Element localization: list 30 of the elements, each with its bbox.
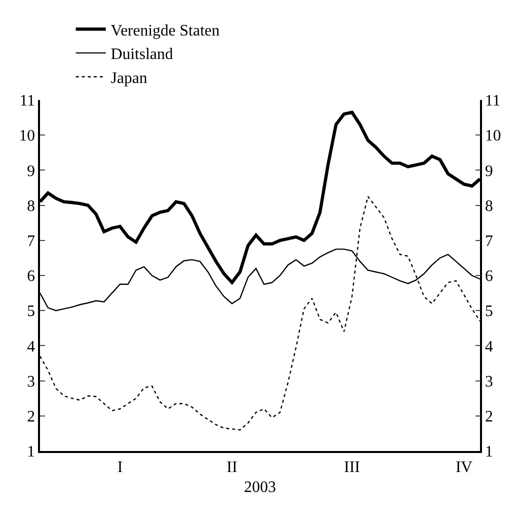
y2-tick-label: 2 (484, 408, 493, 426)
y-tick-label: 9 (27, 162, 36, 180)
y2-tick-label: 4 (484, 338, 493, 356)
x-tick-label: II (226, 458, 238, 476)
x-tick-label: I (117, 458, 123, 476)
y-tick-label: 6 (27, 268, 36, 286)
y-tick-label: 1 (27, 444, 36, 461)
y2-tick-label: 5 (484, 303, 493, 320)
y-tick-label: 5 (27, 303, 36, 320)
y-tick-label: 7 (27, 233, 36, 250)
x-tick-label: IV (456, 458, 473, 476)
y2-tick-label: 7 (484, 233, 493, 250)
legend-label: Duitsland (110, 46, 174, 64)
y2-tick-label: 1 (484, 444, 493, 461)
legend-label: Verenigde Staten (110, 22, 220, 40)
x-tick-label: III (344, 458, 360, 476)
y2-tick-label: 11 (484, 92, 500, 110)
legend-label: Japan (110, 70, 148, 87)
y-tick-label: 11 (20, 92, 36, 110)
y-tick-label: 10 (19, 128, 36, 145)
y-tick-label: 8 (27, 198, 36, 215)
x-axis-title: 2003 (244, 479, 276, 496)
y2-tick-label: 6 (484, 268, 493, 286)
y-tick-label: 3 (27, 373, 36, 390)
y-tick-label: 2 (27, 408, 36, 426)
y2-tick-label: 9 (484, 162, 493, 180)
y-tick-label: 4 (27, 338, 36, 356)
y2-tick-label: 3 (484, 373, 493, 390)
y2-tick-label: 10 (484, 128, 501, 145)
y2-tick-label: 8 (484, 198, 493, 215)
